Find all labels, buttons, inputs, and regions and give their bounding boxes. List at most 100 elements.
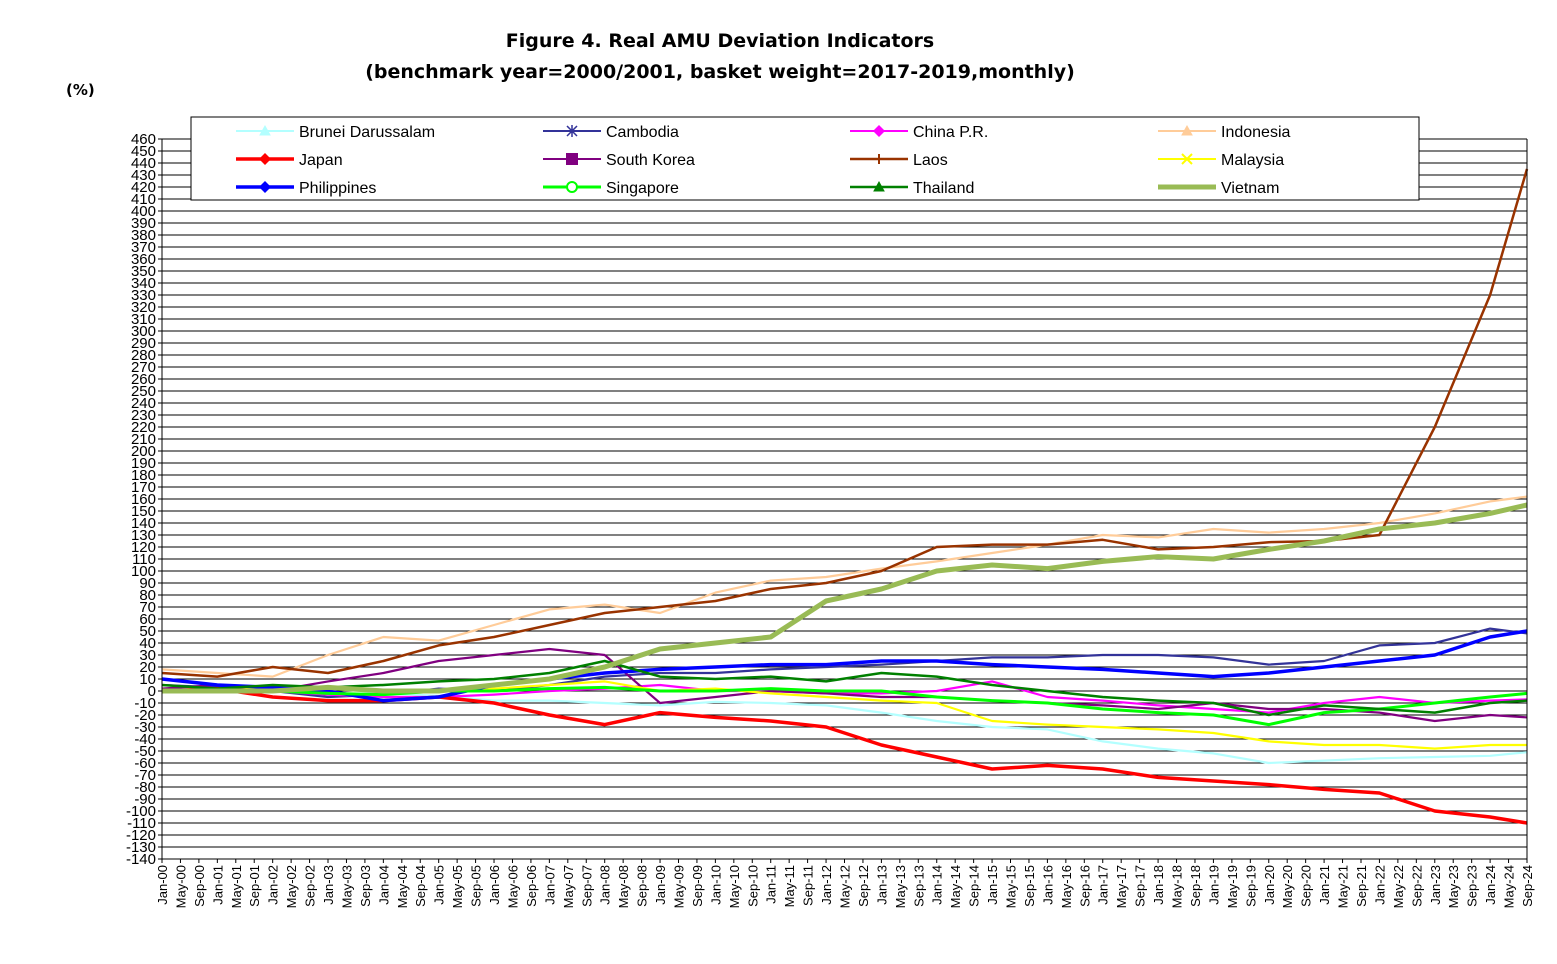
legend-label: China P.R.: [913, 124, 988, 141]
x-tick-label: May-08: [616, 865, 631, 908]
x-tick-label: Jan-11: [764, 865, 779, 904]
series-lines: [161, 168, 1529, 825]
y-tick-label: 80: [139, 587, 156, 604]
x-tick-label: Jan-24: [1483, 865, 1498, 905]
x-tick-label: Jan-18: [1151, 865, 1166, 905]
legend-item-malaysia: Malaysia: [1158, 152, 1284, 169]
x-tick-label: Jan-12: [819, 865, 834, 905]
x-tick-label: Jan-20: [1262, 865, 1277, 905]
y-tick-label: -140: [126, 851, 156, 868]
x-tick-label: Jan-07: [542, 865, 557, 905]
y-tick-label: -20: [134, 707, 156, 724]
y-tick-label: 370: [131, 239, 156, 256]
y-tick-label: 270: [131, 359, 156, 376]
legend-item-laos: Laos: [850, 152, 948, 169]
legend-marker: [566, 125, 578, 137]
x-tick-label: Sep-12: [856, 865, 871, 907]
y-tick-label: 290: [131, 335, 156, 352]
legend-item-vietnam: Vietnam: [1158, 180, 1279, 197]
series-line-laos: [161, 168, 1529, 678]
x-tick-label: May-24: [1502, 865, 1517, 908]
x-tick-label: May-16: [1059, 865, 1074, 908]
y-tick-label: 360: [131, 251, 156, 268]
legend-marker: [1181, 124, 1193, 136]
x-tick-label: Jan-10: [708, 865, 723, 905]
legend-marker: [874, 154, 884, 164]
series-line-philippines: [161, 629, 1528, 703]
legend-marker: [566, 153, 578, 165]
x-tick-label: May-00: [173, 865, 188, 908]
x-tick-label: Sep-06: [524, 865, 539, 907]
y-tick-label: 300: [131, 323, 156, 340]
legend-item-china-p-r: China P.R.: [850, 124, 988, 141]
legend-marker: [566, 181, 578, 193]
x-tick-label: May-06: [505, 865, 520, 908]
x-tick-label: May-03: [339, 865, 354, 908]
x-tick-label: May-10: [727, 865, 742, 908]
x-tick-label: Sep-03: [358, 865, 373, 907]
y-tick-label: -90: [134, 791, 156, 808]
legend-item-philippines: Philippines: [236, 180, 376, 197]
legend-item-cambodia: Cambodia: [543, 124, 679, 141]
series-line-china-p-r: [161, 680, 1528, 714]
x-tick-label: Sep-09: [690, 865, 705, 907]
x-tick-label: Sep-11: [801, 865, 816, 906]
series-line-south-korea: [161, 647, 1528, 723]
x-tick-label: Jan-19: [1206, 865, 1221, 905]
x-tick-label: May-13: [893, 865, 908, 908]
y-tick-label: 400: [131, 203, 156, 220]
y-tick-label: 310: [131, 311, 156, 328]
y-tick-label: 200: [131, 443, 156, 460]
y-tick-label: -60: [134, 755, 156, 772]
chart-subtitle: (benchmark year=2000/2001, basket weight…: [365, 61, 1075, 83]
y-tick-label: 340: [131, 275, 156, 292]
y-tick-label: 0: [148, 683, 156, 700]
x-tick-label: May-01: [229, 865, 244, 908]
x-tick-label: Sep-02: [303, 865, 318, 907]
x-tick-label: Sep-05: [469, 865, 484, 907]
y-tick-label: -30: [134, 719, 156, 736]
x-tick-label: May-14: [948, 865, 963, 908]
y-tick-label: 440: [131, 155, 156, 172]
x-tick-label: May-15: [1004, 865, 1019, 908]
x-tick-label: Sep-14: [967, 865, 982, 907]
x-tick-label: Jan-23: [1428, 865, 1443, 905]
legend-label: Malaysia: [1221, 152, 1284, 169]
x-tick-label: Sep-04: [413, 865, 428, 907]
y-tick-label: 410: [131, 191, 156, 208]
x-tick-label: Jan-04: [376, 865, 391, 905]
y-tick-label: 350: [131, 263, 156, 280]
y-tick-label: -50: [134, 743, 156, 760]
x-tick-label: May-05: [450, 865, 465, 908]
x-tick-label: May-23: [1446, 865, 1461, 908]
y-tick-label: 60: [139, 611, 156, 628]
x-axis: Jan-00 May-00 Sep-00 Jan-01 May-01 Sep-01 Jan-…: [155, 858, 1535, 908]
x-tick-label: May-17: [1114, 865, 1129, 908]
legend-item-singapore: Singapore: [543, 180, 679, 197]
x-tick-label: May-07: [561, 865, 576, 908]
x-tick-label: May-19: [1225, 865, 1240, 908]
y-tick-label: 70: [139, 599, 156, 616]
y-tick-label: 100: [131, 563, 156, 580]
y-tick-label: -130: [126, 839, 156, 856]
x-tick-label: Jan-14: [930, 865, 945, 905]
y-tick-label: 210: [131, 431, 156, 448]
legend-label: South Korea: [606, 152, 695, 169]
x-tick-label: Sep-07: [579, 865, 594, 907]
x-tick-label: Sep-17: [1133, 865, 1148, 907]
series-line-singapore: [162, 685, 1528, 727]
legend-label: Japan: [299, 152, 343, 169]
x-tick-label: May-22: [1391, 865, 1406, 908]
y-tick-label: 20: [139, 659, 156, 676]
y-tick-label: 330: [131, 287, 156, 304]
x-tick-label: May-18: [1170, 865, 1185, 908]
x-tick-label: Sep-13: [911, 865, 926, 907]
grid: [162, 138, 1527, 860]
x-tick-label: Sep-10: [745, 865, 760, 907]
legend-label: Philippines: [299, 180, 376, 197]
x-tick-label: Sep-00: [192, 865, 207, 907]
x-tick-label: Jan-08: [598, 865, 613, 905]
legend-label: Indonesia: [1221, 124, 1290, 141]
legend-label: Thailand: [913, 180, 974, 197]
